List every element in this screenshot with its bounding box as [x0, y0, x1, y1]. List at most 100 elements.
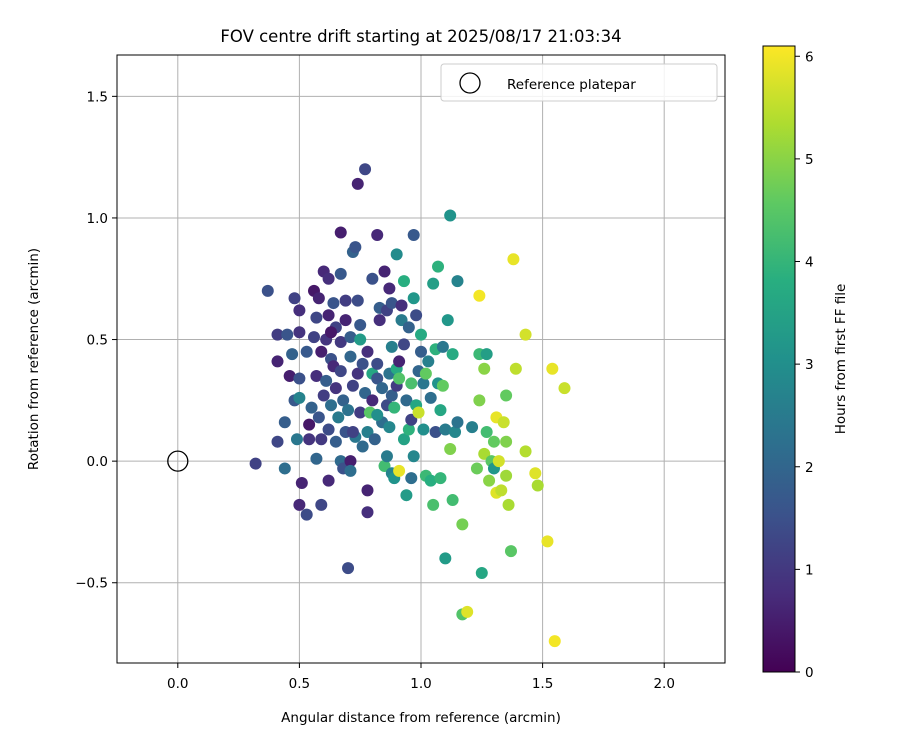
- data-point: [385, 297, 398, 310]
- data-point: [531, 479, 544, 492]
- data-point: [456, 518, 469, 531]
- reference-platepar-marker: [167, 450, 189, 472]
- data-point: [466, 421, 479, 434]
- data-point: [271, 328, 284, 341]
- data-point: [400, 394, 413, 407]
- data-point: [371, 228, 384, 241]
- data-point: [356, 440, 369, 453]
- data-point: [344, 331, 357, 344]
- data-point: [478, 447, 491, 460]
- data-point: [427, 498, 440, 511]
- data-point: [480, 348, 493, 361]
- data-point: [419, 367, 432, 380]
- data-point: [344, 455, 357, 468]
- data-point: [315, 345, 328, 358]
- data-point: [322, 309, 335, 322]
- data-point: [307, 331, 320, 344]
- data-point: [293, 372, 306, 385]
- data-point: [400, 489, 413, 502]
- colorbar-tick-label: 0: [805, 665, 814, 681]
- legend-marker-reference-icon: [459, 72, 481, 94]
- data-point: [332, 411, 345, 424]
- data-point: [441, 314, 454, 327]
- data-point: [315, 433, 328, 446]
- data-point: [407, 292, 420, 305]
- data-point: [349, 241, 362, 254]
- data-point: [339, 294, 352, 307]
- data-point: [359, 163, 372, 176]
- data-point: [346, 379, 359, 392]
- points-layer: [167, 163, 571, 648]
- colorbar-gradient: [762, 45, 796, 673]
- data-point: [439, 423, 452, 436]
- data-point: [446, 348, 459, 361]
- grid-layer: [117, 55, 725, 663]
- colorbar-label: Hours from first FF file: [833, 284, 849, 435]
- data-point: [507, 253, 520, 266]
- data-point: [315, 498, 328, 511]
- x-tick-label: 1.0: [410, 676, 431, 692]
- data-point: [312, 411, 325, 424]
- y-tick-label: 1.5: [87, 89, 108, 105]
- data-point: [322, 474, 335, 487]
- data-point: [500, 389, 513, 402]
- data-point: [397, 338, 410, 351]
- data-point: [451, 416, 464, 429]
- data-point: [475, 567, 488, 580]
- data-point: [329, 382, 342, 395]
- data-point: [290, 433, 303, 446]
- data-point: [334, 365, 347, 378]
- data-point: [415, 328, 427, 341]
- data-point: [473, 289, 486, 302]
- data-point: [497, 416, 510, 429]
- data-point: [500, 469, 513, 482]
- y-tick-label: 0.0: [87, 454, 108, 470]
- y-axis-label: Rotation from reference (arcmin): [26, 248, 42, 470]
- data-point: [327, 297, 340, 310]
- data-point: [368, 433, 381, 446]
- colorbar-ticks: 0 1 2 3 4 5 6: [795, 49, 814, 681]
- data-point: [436, 379, 449, 392]
- data-point: [293, 498, 306, 511]
- data-point: [495, 484, 508, 497]
- data-point: [351, 294, 364, 307]
- data-point: [371, 357, 384, 370]
- y-tick-label: −0.5: [75, 576, 108, 592]
- colorbar-tick-label: 4: [805, 255, 814, 271]
- data-point: [500, 435, 513, 448]
- data-point: [339, 314, 352, 327]
- colorbar-tick-label: 2: [805, 460, 814, 476]
- data-point: [278, 416, 291, 429]
- data-point: [383, 282, 396, 295]
- data-point: [286, 348, 299, 361]
- data-point: [385, 340, 398, 353]
- data-point: [424, 474, 437, 487]
- data-point: [558, 382, 571, 395]
- data-point: [402, 321, 415, 334]
- data-point: [415, 345, 427, 358]
- data-point: [461, 605, 474, 618]
- data-point: [322, 423, 335, 436]
- data-point: [312, 292, 325, 305]
- data-point: [429, 425, 442, 438]
- x-tick-label: 1.5: [532, 676, 553, 692]
- data-point: [303, 418, 316, 431]
- data-point: [412, 406, 425, 419]
- data-point: [483, 474, 496, 487]
- data-point: [509, 362, 522, 375]
- data-point: [249, 457, 262, 470]
- data-point: [376, 382, 389, 395]
- data-point: [480, 425, 493, 438]
- data-point: [271, 355, 284, 368]
- data-point: [354, 318, 367, 331]
- data-point: [393, 464, 406, 477]
- data-point: [395, 299, 408, 312]
- data-point: [320, 374, 333, 387]
- y-tick-label: 0.5: [87, 333, 108, 349]
- legend-label: Reference platepar: [507, 77, 636, 93]
- data-point: [351, 177, 364, 190]
- data-point: [541, 535, 554, 548]
- data-point: [371, 408, 384, 421]
- data-point: [283, 370, 296, 383]
- data-point: [334, 267, 347, 280]
